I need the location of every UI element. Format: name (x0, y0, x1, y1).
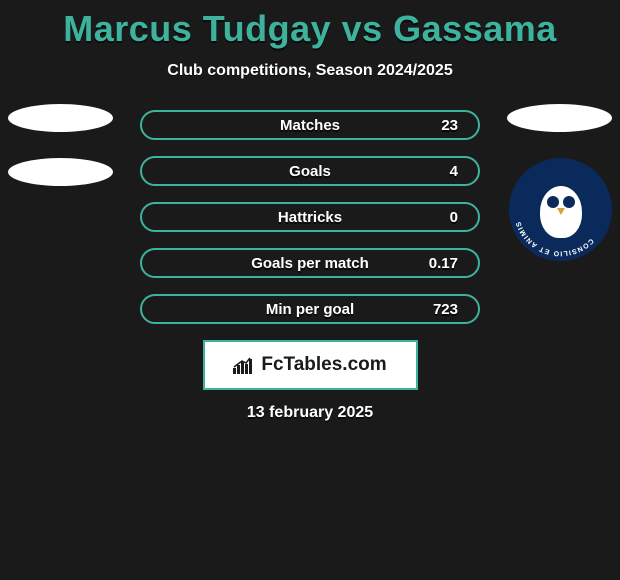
stat-row-matches: Matches 23 (140, 110, 480, 140)
stat-value-right: 723 (433, 301, 458, 318)
stat-label: Goals per match (251, 255, 369, 272)
stat-row-min-per-goal: Min per goal 723 (140, 294, 480, 324)
owl-icon (540, 186, 582, 238)
player-right-oval-1 (507, 104, 612, 132)
stat-label: Goals (289, 163, 331, 180)
stat-row-goals-per-match: Goals per match 0.17 (140, 248, 480, 278)
stat-value-right: 4 (438, 163, 458, 180)
stats-area: CONSILIO ET ANIMIS Matches 23 Goals 4 H (0, 110, 620, 324)
player-left-oval-2 (8, 158, 113, 186)
site-name: FcTables.com (261, 354, 386, 376)
stat-value-right: 0 (438, 209, 458, 226)
stat-value-right: 0.17 (429, 255, 458, 272)
stat-label: Matches (280, 117, 340, 134)
player-right-photo-placeholders (507, 104, 612, 158)
date-line: 13 february 2025 (0, 404, 620, 422)
chart-icon (233, 356, 255, 374)
stats-list: Matches 23 Goals 4 Hattricks 0 Goals per… (140, 110, 480, 324)
club-badge-right: CONSILIO ET ANIMIS (509, 158, 612, 261)
infographic-container: Marcus Tudgay vs Gassama Club competitio… (0, 0, 620, 422)
stat-row-hattricks: Hattricks 0 (140, 202, 480, 232)
player-left-oval-1 (8, 104, 113, 132)
site-logo-box[interactable]: FcTables.com (203, 340, 418, 390)
player-left-photo-placeholders (8, 104, 113, 212)
stat-label: Min per goal (266, 301, 354, 318)
page-title: Marcus Tudgay vs Gassama (0, 8, 620, 50)
stat-label: Hattricks (278, 209, 342, 226)
stat-value-right: 23 (438, 117, 458, 134)
page-subtitle: Club competitions, Season 2024/2025 (0, 62, 620, 80)
stat-row-goals: Goals 4 (140, 156, 480, 186)
